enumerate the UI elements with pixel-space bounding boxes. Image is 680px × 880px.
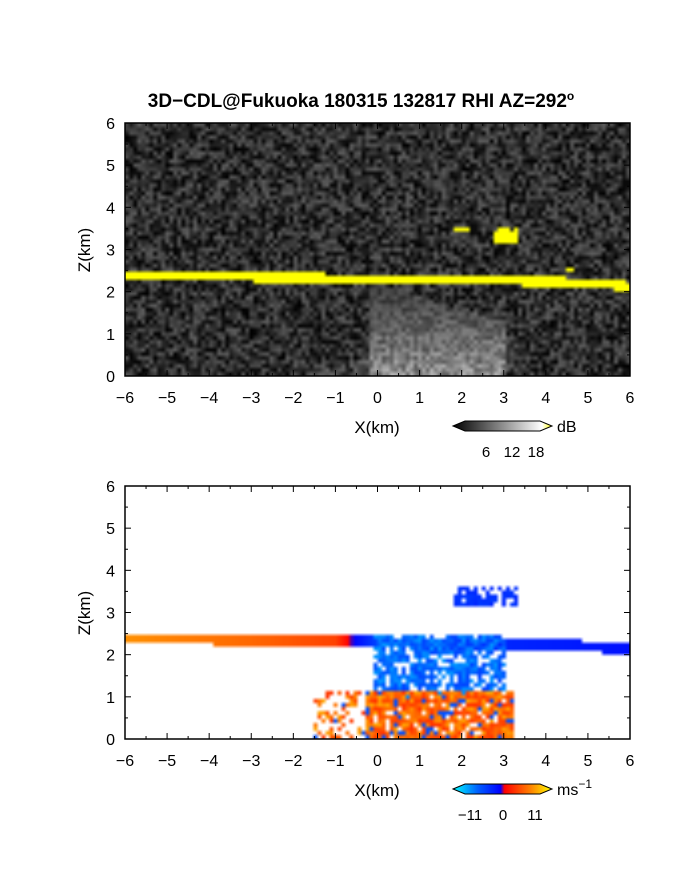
velocity-heatmap <box>125 486 630 739</box>
velocity-colorbar-unit: ms−1 <box>557 777 592 799</box>
y-tick-label: 4 <box>106 200 115 217</box>
reflectivity-heatmap <box>125 123 630 376</box>
x-tick-label: 3 <box>499 390 508 407</box>
velocity-colorbar-unit-base: ms <box>557 782 578 799</box>
colorbar-tick-label: 6 <box>482 444 490 461</box>
x-tick-label: 0 <box>373 753 382 770</box>
reflectivity-x-axis-label: X(km) <box>354 418 399 437</box>
y-tick-label: 4 <box>106 563 115 580</box>
reflectivity-y-axis-label: Z(km) <box>75 228 94 272</box>
colorbar-tick-label: 11 <box>527 807 543 824</box>
chart-title-degree: o <box>567 89 574 103</box>
x-tick-label: 2 <box>457 390 466 407</box>
y-tick-label: 3 <box>106 243 115 260</box>
velocity-x-axis-label: X(km) <box>354 781 399 800</box>
x-tick-label: 5 <box>583 390 592 407</box>
velocity-y-tick-labels: 0 1 2 3 4 5 6 <box>106 479 115 749</box>
x-tick-label: 4 <box>541 390 550 407</box>
x-tick-label: −2 <box>284 753 302 770</box>
velocity-x-tick-labels: −6 −5 −4 −3 −2 −1 0 1 2 3 4 5 6 <box>116 753 635 770</box>
x-tick-label: −6 <box>116 390 134 407</box>
colorbar-tick-label: −11 <box>458 807 482 824</box>
reflectivity-x-tick-labels: −6 −5 −4 −3 −2 −1 0 1 2 3 4 5 6 <box>116 390 635 407</box>
colorbar-tick-label: 18 <box>528 444 545 461</box>
velocity-colorbar-unit-exponent: −1 <box>578 777 592 791</box>
x-tick-label: 6 <box>626 753 635 770</box>
x-tick-label: −5 <box>158 753 176 770</box>
y-tick-label: 2 <box>106 648 115 665</box>
chart-title-text: 3D−CDL@Fukuoka 180315 132817 RHI AZ=292 <box>148 91 567 112</box>
colorbar-tick-label: 0 <box>499 807 507 824</box>
y-tick-label: 1 <box>106 327 115 344</box>
y-tick-label: 3 <box>106 606 115 623</box>
x-tick-label: −4 <box>200 753 218 770</box>
x-tick-label: 4 <box>541 753 550 770</box>
velocity-ticks <box>124 485 631 740</box>
velocity-y-axis-label: Z(km) <box>75 591 94 635</box>
y-tick-label: 1 <box>106 690 115 707</box>
velocity-colorbar-ticks: −11 0 11 <box>458 807 543 824</box>
reflectivity-colorbar-unit: dB <box>557 419 577 436</box>
y-tick-label: 5 <box>106 521 115 538</box>
y-tick-label: 2 <box>106 285 115 302</box>
x-tick-label: 6 <box>626 390 635 407</box>
chart-title: 3D−CDL@Fukuoka 180315 132817 RHI AZ=292o <box>148 89 575 112</box>
y-tick-label: 5 <box>106 158 115 175</box>
x-tick-label: 0 <box>373 390 382 407</box>
y-tick-label: 6 <box>106 116 115 133</box>
x-tick-label: −4 <box>200 390 218 407</box>
reflectivity-y-tick-labels: 0 1 2 3 4 5 6 <box>106 116 115 386</box>
reflectivity-colorbar-ticks: 6 12 18 <box>482 444 545 461</box>
x-tick-label: −3 <box>242 390 260 407</box>
velocity-colorbar: −11 0 11 ms−1 <box>451 777 592 824</box>
reflectivity-colorbar: 6 12 18 dB <box>451 419 577 461</box>
colorbar-tick-label: 12 <box>504 444 521 461</box>
x-tick-label: 2 <box>457 753 466 770</box>
x-tick-label: −3 <box>242 753 260 770</box>
reflectivity-ticks <box>124 122 631 377</box>
x-tick-label: −2 <box>284 390 302 407</box>
x-tick-label: 3 <box>499 753 508 770</box>
x-tick-label: −1 <box>326 390 344 407</box>
x-tick-label: −1 <box>326 753 344 770</box>
x-tick-label: −5 <box>158 390 176 407</box>
y-tick-label: 6 <box>106 479 115 496</box>
x-tick-label: 5 <box>583 753 592 770</box>
x-tick-label: 1 <box>415 390 424 407</box>
y-tick-label: 0 <box>106 369 115 386</box>
velocity-colorbar-bar <box>451 783 554 795</box>
x-tick-label: 1 <box>415 753 424 770</box>
x-tick-label: −6 <box>116 753 134 770</box>
reflectivity-colorbar-bar <box>451 420 554 432</box>
y-tick-label: 0 <box>106 732 115 749</box>
